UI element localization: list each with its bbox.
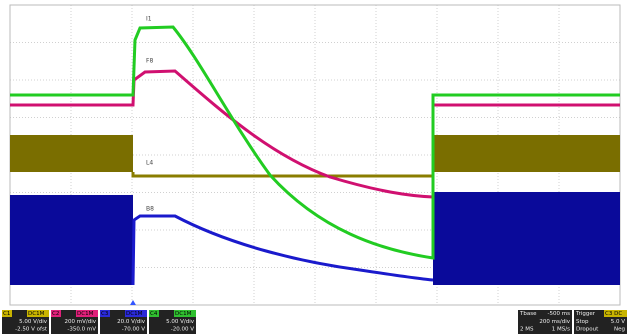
channel-name: C3	[101, 311, 109, 317]
channel-coupling: DC1M	[175, 311, 192, 317]
channel-offset: -70.00 V	[122, 327, 145, 333]
channel-scale: 5.00 V/div	[19, 319, 48, 325]
channel-tag	[2, 310, 12, 317]
trace-c3-noise	[433, 135, 620, 172]
channel-offset: -2.50 V ofst	[15, 327, 48, 333]
status-bar: C1 DC1M 5.00 V/div -2.50 V ofst C2 DC1M 200 mV…	[0, 308, 628, 335]
channel-scale: 5.00 V/div	[166, 319, 195, 325]
trace-c3-noise	[10, 135, 133, 172]
channel-name: C1	[3, 311, 10, 317]
channel-name: C4	[150, 311, 158, 317]
coupling-tag	[125, 310, 147, 317]
timebase-box	[518, 310, 572, 334]
trace-c4-noise	[433, 192, 620, 285]
timebase-scale: 200 ms/div	[539, 319, 570, 325]
coupling-tag	[174, 310, 196, 317]
channel-scale: 20.0 V/div	[117, 319, 146, 325]
trace-c2	[10, 69, 620, 199]
timebase-points: 2 MS	[520, 327, 534, 333]
trigger-source: C3 DC	[605, 311, 622, 317]
channel-scale: 200 mV/div	[65, 319, 97, 325]
trigger-type: Dropout	[576, 327, 599, 333]
channel-coupling: DC1M	[28, 311, 45, 317]
channel-coupling: DC1M	[126, 311, 143, 317]
channel-offset: -20.00 V	[171, 327, 194, 333]
coupling-tag	[27, 310, 49, 317]
channel-tag	[100, 310, 110, 317]
channel-tag	[51, 310, 61, 317]
trigger-slope: Neg	[614, 327, 625, 333]
channel-tag	[149, 310, 159, 317]
trigger-level: 5.0 V	[611, 319, 625, 325]
timebase-rate: 1 MS/s	[552, 327, 570, 333]
trace-label: F8	[146, 58, 153, 65]
channel-offset: -350.0 mV	[67, 327, 96, 333]
trace-c1	[10, 25, 620, 260]
trace-label: L4	[146, 160, 153, 167]
trace-label: B8	[146, 206, 154, 213]
channel-coupling: DC1M	[77, 311, 94, 317]
trigger-tag	[604, 310, 627, 317]
trigger-mode: Stop	[576, 319, 589, 325]
coupling-tag	[76, 310, 98, 317]
channel-name: C2	[52, 311, 59, 317]
trigger-title: Trigger	[575, 311, 596, 317]
trace-c4	[131, 214, 434, 286]
trigger-marker	[130, 300, 136, 305]
trace-label: I1	[146, 16, 152, 23]
trace-c4-noise	[10, 195, 133, 285]
timebase-delay: -500 ms	[548, 311, 571, 317]
timebase-title: Tbase	[519, 311, 537, 317]
